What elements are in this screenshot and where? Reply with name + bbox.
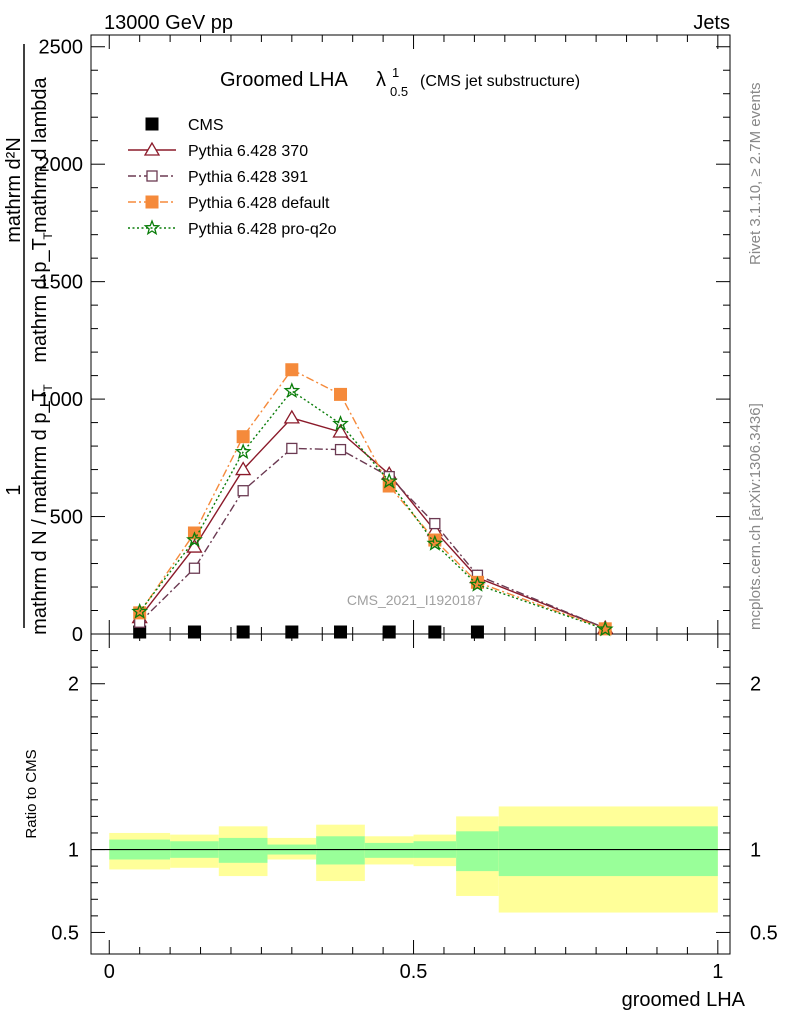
ratio-inner-band-4 xyxy=(316,836,365,865)
series-4-point-6 xyxy=(426,534,444,551)
ylabel-outer-denominator: mathrm d N / mathrm d p_T xyxy=(29,389,51,635)
main-ytick-label: 0 xyxy=(72,624,83,646)
xlabel: groomed LHA xyxy=(622,989,746,1011)
ratio-panel-frame xyxy=(90,633,731,955)
legend: CMS Pythia 6.428 370 Pythia 6.428 391 Pythi… xyxy=(128,117,337,238)
series-2-point-1 xyxy=(188,562,201,574)
series-3-point-4 xyxy=(334,387,348,401)
ratio-inner-band-2 xyxy=(218,837,268,863)
header-category-label: Jets xyxy=(693,12,730,34)
series-line-2 xyxy=(139,447,606,629)
legend-label-1: Pythia 6.428 370 xyxy=(188,143,308,160)
series-4-point-3 xyxy=(283,382,301,399)
series-layer xyxy=(131,363,614,639)
series-0-point-4 xyxy=(334,625,348,639)
main-ylabel: 1 mathrm d N / mathrm d p_T T mathrm d²N… xyxy=(3,44,55,635)
title-superscript: 1 xyxy=(392,65,399,80)
xtick-label: 1 xyxy=(712,961,723,983)
analysis-watermark: CMS_2021_I1920187 xyxy=(347,592,483,608)
series-4-point-0 xyxy=(131,602,149,619)
series-1-point-4 xyxy=(332,423,349,438)
ratio-ytick-label-right: 2 xyxy=(750,674,761,696)
ratio-inner-band-8 xyxy=(498,826,718,877)
series-line-3 xyxy=(139,368,606,630)
main-ytick-label: 1500 xyxy=(39,272,84,294)
title-symbol: λ xyxy=(376,69,386,91)
ratio-ytick-label: 2 xyxy=(68,674,79,696)
series-4-point-4 xyxy=(332,414,349,431)
legend-label-3: Pythia 6.428 default xyxy=(188,195,330,212)
series-4-point-8 xyxy=(596,620,614,637)
series-3-point-2 xyxy=(236,430,250,444)
ylabel-outer-numerator: 1 xyxy=(3,484,25,495)
title-suffix: (CMS jet substructure) xyxy=(420,73,580,90)
ratio-inner-band-5 xyxy=(364,842,414,858)
header-collision-label: 13000 GeV pp xyxy=(104,12,233,34)
xtick-label: 0 xyxy=(104,961,115,983)
main-ytick-label: 2000 xyxy=(39,154,84,176)
series-4-point-7 xyxy=(469,575,486,592)
legend-label-4: Pythia 6.428 pro-q2o xyxy=(188,221,337,238)
ratio-ytick-label: 1 xyxy=(68,840,79,862)
series-1-point-2 xyxy=(235,461,252,476)
legend-marker-3 xyxy=(145,195,159,209)
legend-marker-4 xyxy=(143,219,161,236)
plot-title: Groomed LHA λ 1 0.5 (CMS jet substructur… xyxy=(220,65,580,99)
ratio-ylabel: Ratio to CMS xyxy=(23,749,40,838)
legend-label-0: CMS xyxy=(188,117,224,134)
series-0-point-5 xyxy=(382,625,396,639)
ylabel-denominator-sub: T xyxy=(41,232,55,240)
series-4-point-5 xyxy=(380,472,398,489)
mcplots-credit-label: mcplots.cern.ch [arXiv:1306.3436] xyxy=(747,403,764,630)
ylabel-outer-denominator-sub: T xyxy=(41,384,55,392)
series-4 xyxy=(131,382,614,637)
series-0-point-3 xyxy=(285,625,299,639)
legend-marker-1 xyxy=(143,141,161,156)
legend-marker-2 xyxy=(146,170,158,182)
series-0-point-2 xyxy=(236,625,250,639)
main-ytick-label: 2500 xyxy=(39,37,84,59)
ratio-panel xyxy=(91,806,730,913)
series-2-point-4 xyxy=(334,443,347,456)
ratio-ytick-label: 0.5 xyxy=(51,922,79,944)
rivet-version-label: Rivet 3.1.10, ≥ 2.7M events xyxy=(747,83,764,266)
series-1-point-1 xyxy=(186,538,203,553)
series-0-point-7 xyxy=(470,625,484,639)
ratio-ytick-label-right: 0.5 xyxy=(750,922,778,944)
series-3-point-3 xyxy=(285,363,299,377)
series-2-point-2 xyxy=(237,485,249,497)
legend-label-2: Pythia 6.428 391 xyxy=(188,169,308,186)
ratio-ytick-label-right: 1 xyxy=(750,840,761,862)
ylabel-numerator: mathrm d²N xyxy=(3,137,25,243)
series-4-point-1 xyxy=(186,531,203,548)
title-main: Groomed LHA xyxy=(220,69,348,91)
axes: 0 500 1000 1500 2000 2500 0 0.5 1 0.5 0.5 1 1 2 2 xyxy=(39,35,778,983)
series-0-point-1 xyxy=(187,625,201,639)
main-ytick-label: 1000 xyxy=(39,389,84,411)
ylabel-denominator: mathrm d p_T mathrm d lambda xyxy=(29,76,51,362)
legend-marker-0 xyxy=(145,117,159,131)
series-4-point-2 xyxy=(234,443,252,460)
series-0 xyxy=(133,625,484,639)
series-2-point-3 xyxy=(286,442,298,455)
ratio-inner-band-7 xyxy=(456,831,499,872)
xtick-label: 0.5 xyxy=(400,961,428,983)
main-ytick-label: 500 xyxy=(50,507,83,529)
series-0-point-6 xyxy=(428,625,442,639)
series-1-point-3 xyxy=(283,409,300,424)
series-2-point-6 xyxy=(429,517,441,530)
title-subscript: 0.5 xyxy=(390,84,408,99)
